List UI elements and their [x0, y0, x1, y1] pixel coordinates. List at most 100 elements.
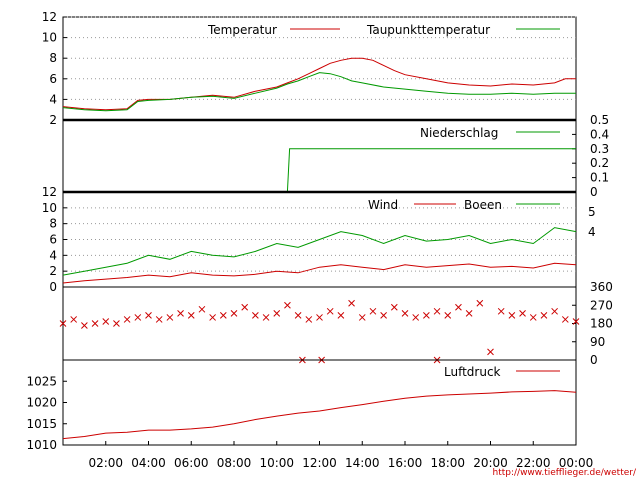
scatter-point — [465, 310, 473, 317]
precipitation-frame — [62, 119, 577, 193]
scatter-point — [455, 303, 462, 311]
pressure-panel: 1010 1015 1020 1025 Luftdruck — [26, 359, 577, 452]
scatter-point — [123, 316, 131, 323]
scatter-point — [540, 312, 548, 319]
y-tick-label: 2 — [49, 264, 57, 278]
scatter-point — [219, 312, 227, 319]
scatter-point — [348, 299, 355, 307]
y-tick-label: 360 — [590, 280, 613, 294]
legend-temperatur: Temperatur — [207, 23, 277, 37]
scatter-point — [177, 310, 184, 317]
scatter-point — [380, 312, 387, 319]
y-tick-right-label: 4 — [588, 225, 596, 239]
y-tick-label: 2 — [49, 113, 57, 127]
scatter-point — [198, 305, 206, 313]
scatter-point — [390, 303, 398, 311]
precipitation-panel: 00.10.20.30.40.5 Niederschlag — [62, 113, 609, 199]
legend-boeen: Boeen — [464, 198, 502, 212]
y-tick-label: 6 — [49, 233, 57, 247]
scatter-point — [252, 312, 259, 319]
series-line — [62, 227, 577, 276]
y-tick-label: 0.4 — [590, 127, 609, 141]
legend-taupunkt: Taupunkttemperatur — [366, 23, 490, 37]
series-line — [63, 148, 576, 193]
y-tick-label: 90 — [590, 335, 605, 349]
y-tick-label: 0.3 — [590, 142, 609, 156]
series-line — [62, 57, 576, 111]
y-tick-label: 0 — [590, 185, 598, 199]
y-tick-label: 1015 — [26, 417, 57, 431]
scatter-point — [155, 316, 163, 323]
y-tick-label: 8 — [49, 217, 57, 231]
scatter-point — [401, 310, 409, 317]
x-tick-label: 06:00 — [174, 456, 209, 470]
scatter-point — [305, 316, 313, 323]
scatter-point — [262, 314, 270, 321]
wind-direction-panel: 0 90 180 270 360 — [59, 280, 613, 367]
scatter-point — [70, 316, 78, 323]
scatter-point — [81, 322, 88, 329]
x-tick-label: 18:00 — [430, 456, 465, 470]
scatter-point — [551, 307, 558, 315]
y-tick-label: 10 — [42, 201, 57, 215]
y-tick-label: 4 — [49, 92, 57, 106]
y-tick-label: 6 — [49, 72, 57, 86]
x-tick-label: 20:00 — [473, 456, 508, 470]
y-tick-right-label: 5 — [588, 205, 596, 219]
y-tick-label: 1020 — [26, 396, 57, 410]
scatter-point — [358, 314, 366, 321]
scatter-point — [316, 314, 323, 321]
scatter-point — [91, 320, 99, 327]
scatter-point — [369, 307, 377, 315]
scatter-point — [187, 312, 195, 319]
scatter-point — [284, 301, 291, 309]
scatter-point — [561, 316, 569, 323]
scatter-point — [508, 312, 516, 319]
scatter-point — [102, 318, 110, 325]
y-tick-label: 0.2 — [590, 156, 609, 170]
x-axis: 02:00 04:00 06:00 08:00 10:00 12:00 14:00 16:00… — [88, 441, 593, 470]
y-tick-label: 1025 — [26, 374, 57, 388]
scatter-point — [145, 312, 152, 319]
x-tick-label: 16:00 — [388, 456, 423, 470]
scatter-point — [134, 314, 142, 321]
y-tick-label: 0.1 — [590, 171, 609, 185]
temperature-panel: 2 4 6 8 10 12 Temperatur Taupunkttemperatur — [42, 10, 577, 127]
series-line — [62, 262, 577, 284]
series-line — [62, 72, 576, 112]
direction-frame — [62, 286, 577, 361]
scatter-point — [241, 303, 249, 311]
x-tick-label: 10:00 — [259, 456, 294, 470]
x-tick-label: 14:00 — [345, 456, 380, 470]
x-tick-label: 00:00 — [559, 456, 594, 470]
series-line — [62, 390, 577, 440]
y-tick-label: 0.5 — [590, 113, 609, 127]
source-url[interactable]: http://www.tiefflieger.de/wetter/ — [493, 468, 637, 478]
scatter-point — [412, 314, 420, 321]
scatter-point — [337, 312, 345, 319]
y-tick-label: 270 — [590, 298, 613, 312]
y-tick-label: 180 — [590, 317, 613, 331]
scatter-point — [487, 348, 494, 356]
scatter-point — [519, 310, 526, 317]
scatter-point — [497, 307, 505, 315]
x-tick-label: 08:00 — [217, 456, 252, 470]
y-tick-label: 4 — [49, 248, 57, 262]
y-tick-label: 8 — [49, 51, 57, 65]
scatter-point — [444, 312, 452, 319]
x-tick-label: 04:00 — [131, 456, 166, 470]
legend-luftdruck: Luftdruck — [444, 365, 501, 379]
scatter-point — [572, 318, 580, 325]
y-tick-label: 12 — [42, 185, 57, 199]
scatter-point — [273, 310, 281, 317]
scatter-point — [423, 312, 430, 319]
scatter-point — [529, 314, 537, 321]
scatter-point — [209, 314, 216, 321]
legend-niederschlag: Niederschlag — [420, 126, 498, 140]
scatter-point — [230, 310, 238, 317]
scatter-point — [476, 299, 484, 307]
x-tick-label: 22:00 — [516, 456, 551, 470]
scatter-point — [433, 307, 441, 315]
